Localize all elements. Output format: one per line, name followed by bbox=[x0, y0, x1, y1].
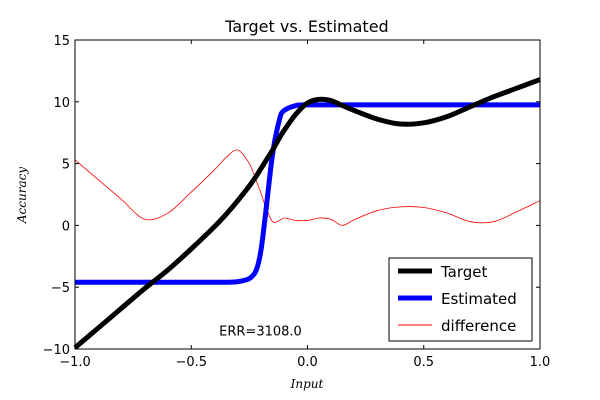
x-tick-label: 1.0 bbox=[530, 355, 551, 370]
legend-label-difference: difference bbox=[441, 317, 516, 335]
y-axis-label: Accuracy bbox=[15, 167, 29, 224]
legend-label-estimated: Estimated bbox=[441, 290, 517, 308]
series-line-difference bbox=[74, 149, 541, 226]
y-tick-label: 0 bbox=[62, 219, 70, 234]
series-line-target bbox=[73, 77, 541, 350]
plot-area: −1.0 −0.5 0.0 0.5 1.0 −10 −5 0 5 10 15 bbox=[43, 34, 551, 370]
x-tick-label: −1.0 bbox=[59, 355, 91, 370]
x-tick-label: −0.5 bbox=[175, 355, 207, 370]
error-annotation: ERR=3108.0 bbox=[219, 324, 302, 339]
y-tick-label: 10 bbox=[53, 96, 70, 111]
y-tick-label: 15 bbox=[53, 34, 70, 49]
y-tick-label: 5 bbox=[62, 158, 70, 173]
series-line-estimated bbox=[74, 102, 540, 285]
chart-title: Target vs. Estimated bbox=[224, 17, 388, 36]
ticks-layer: −1.0 −0.5 0.0 0.5 1.0 −10 −5 0 5 10 15 bbox=[43, 34, 551, 370]
x-tick-label: 0.5 bbox=[413, 355, 434, 370]
series-layer bbox=[73, 77, 541, 350]
y-tick-label: −5 bbox=[51, 281, 70, 296]
legend-label-target: Target bbox=[440, 263, 488, 281]
y-tick-label: −10 bbox=[43, 343, 70, 358]
legend: Target Estimated difference bbox=[388, 257, 533, 342]
x-axis-label: Input bbox=[290, 377, 324, 391]
x-tick-label: 0.0 bbox=[297, 355, 318, 370]
